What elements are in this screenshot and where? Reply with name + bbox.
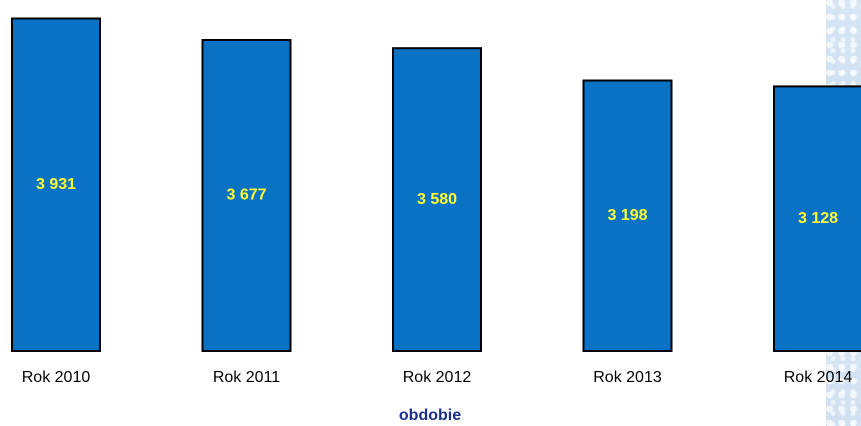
x-tick-labels-layer: Rok 2010 Rok 2011 Rok 2012 Rok 2013 Rok 2014 [22,369,853,386]
data-label: 3 580 [417,191,457,208]
data-label: 3 931 [36,176,76,193]
x-tick-label: Rok 2012 [403,369,472,386]
x-tick-label: Rok 2010 [22,369,91,386]
data-label: 3 677 [226,187,266,204]
bar-rok-2014 [773,85,861,353]
x-tick-label: Rok 2014 [784,369,853,386]
bar-rok-2013 [582,79,673,352]
data-label: 3 128 [798,210,838,227]
bar-rok-2011 [201,39,292,352]
bar-rok-2010 [11,17,101,352]
data-labels-layer: 3 931 3 677 3 580 3 198 3 128 [36,176,838,227]
data-label: 3 198 [607,207,647,224]
bar-rok-2012 [392,47,482,352]
x-tick-label: Rok 2013 [593,369,662,386]
bars-layer [11,17,861,353]
x-axis-label: obdobie [399,407,461,424]
x-tick-label: Rok 2011 [213,369,280,386]
